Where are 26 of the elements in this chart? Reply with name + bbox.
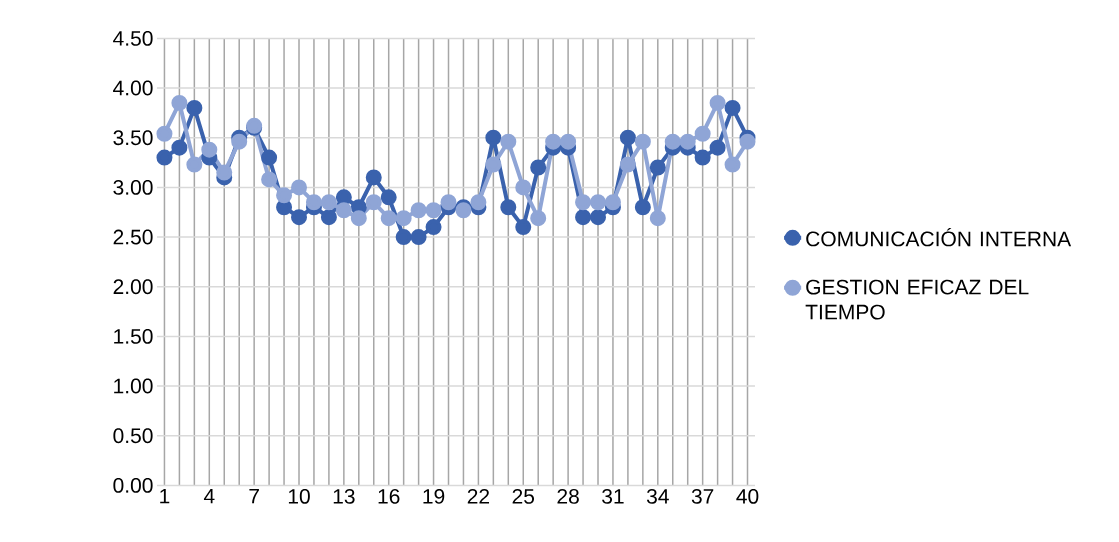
x-tick-label: 31 xyxy=(602,488,624,504)
y-tick-label: 1.50 xyxy=(114,328,153,344)
legend-label: GESTION EFICAZ DEL TIEMPO xyxy=(805,279,1029,320)
y-tick-label: 2.00 xyxy=(113,279,153,295)
legend-label: COMUNICACIÓN INTERNA xyxy=(806,227,1072,247)
y-tick-label: 4.00 xyxy=(113,80,153,96)
x-tick-label: 25 xyxy=(512,488,535,504)
x-tick-label: 19 xyxy=(423,488,445,504)
y-tick-label: 0.50 xyxy=(113,428,153,444)
x-tick-label: 1 xyxy=(160,488,170,504)
x-tick-label: 34 xyxy=(646,488,669,504)
x-tick-label: 10 xyxy=(288,488,310,504)
x-tick-label: 40 xyxy=(736,488,759,504)
x-tick-label: 37 xyxy=(691,488,714,504)
y-tick-label: 3.00 xyxy=(113,179,153,195)
x-tick-label: 13 xyxy=(333,488,355,504)
x-tick-label: 16 xyxy=(378,488,400,504)
x-tick-label: 4 xyxy=(203,488,215,504)
y-tick-label: 1.00 xyxy=(114,378,153,394)
x-tick-label: 22 xyxy=(467,488,490,504)
x-tick-label: 7 xyxy=(249,488,259,504)
y-tick-label: 4.50 xyxy=(113,30,153,46)
y-tick-label: 3.50 xyxy=(113,130,153,146)
y-tick-label: 0.00 xyxy=(113,477,153,493)
y-tick-label: 2.50 xyxy=(113,229,153,245)
x-tick-label: 28 xyxy=(557,488,579,504)
